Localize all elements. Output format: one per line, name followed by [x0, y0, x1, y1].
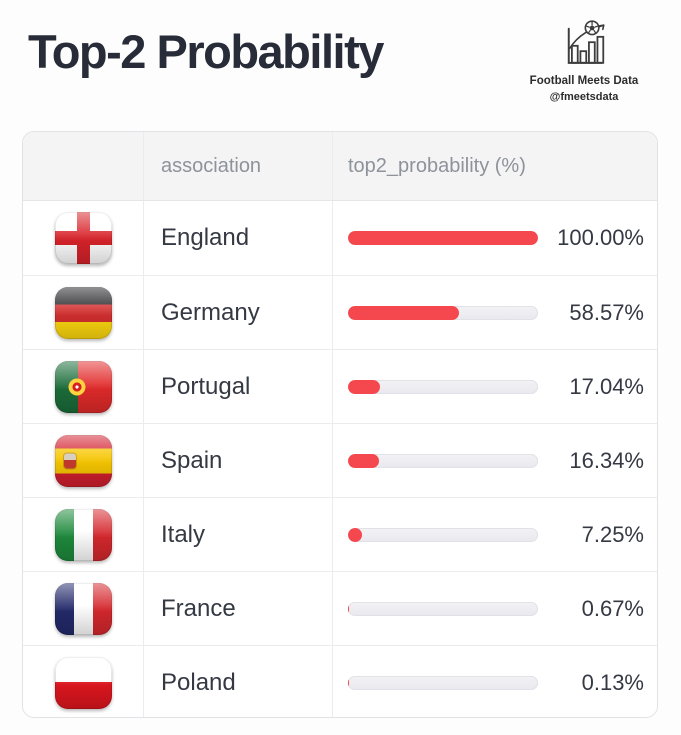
probability-bar-fill: [348, 379, 381, 394]
flag-emblem: [63, 453, 76, 468]
flag-icon: [54, 582, 112, 635]
brand-block: Football Meets Data @fmeetsdata: [498, 18, 670, 104]
probability-value: 58.57%: [569, 299, 644, 325]
probability-value: 0.13%: [581, 669, 644, 695]
association-cell: England: [144, 201, 333, 275]
flag-cell: [23, 201, 144, 275]
association-name: Portugal: [161, 372, 251, 400]
association-cell: Italy: [144, 498, 333, 571]
bar-chart-with-football-icon: [567, 20, 605, 64]
flag-icon: [54, 656, 112, 709]
flag-cell: [23, 350, 144, 423]
flag-icon: [54, 360, 112, 413]
table-row: Italy 7.25%: [23, 497, 657, 571]
flag-cell: [23, 276, 144, 349]
association-name: France: [161, 594, 236, 622]
association-name: Poland: [161, 668, 236, 696]
probability-value: 7.25%: [581, 521, 644, 547]
table-body: England 100.00% Germany 58.57% Portugal: [23, 201, 657, 717]
brand-name: Football Meets Data: [529, 75, 639, 87]
association-cell: France: [144, 572, 333, 645]
column-header-association: association: [144, 132, 333, 200]
flag-icon: [54, 434, 112, 487]
association-name: Spain: [161, 446, 223, 474]
flag-emblem: [68, 378, 86, 395]
flag-icon: [54, 212, 112, 264]
probability-bar: [348, 305, 538, 320]
table-row: Portugal 17.04%: [23, 349, 657, 423]
probability-bar-fill: [348, 527, 362, 542]
probability-bar: [348, 231, 538, 245]
probability-bar: [348, 453, 538, 468]
association-cell: Germany: [144, 276, 333, 349]
probability-cell: 0.13%: [333, 646, 657, 717]
page-title: Top-2 Probability: [28, 25, 384, 78]
flag-cell: [23, 424, 144, 497]
table-row: England 100.00%: [23, 201, 657, 275]
probability-value: 100.00%: [557, 225, 644, 250]
table-header-row: association top2_probability (%): [23, 132, 657, 201]
probability-bar: [348, 601, 538, 616]
table-row: Poland 0.13%: [23, 645, 657, 717]
probability-bar-fill: [348, 305, 460, 320]
probability-value: 16.34%: [569, 447, 644, 473]
table-row: Germany 58.57%: [23, 275, 657, 349]
association-name: Italy: [161, 520, 206, 548]
column-header-top2-probability: top2_probability (%): [348, 154, 526, 177]
table-row: Spain 16.34%: [23, 423, 657, 497]
probability-bar: [348, 527, 538, 542]
flag-icon: [54, 508, 112, 561]
flag-cell: [23, 646, 144, 717]
probability-value: 17.04%: [569, 373, 644, 399]
probability-bar-fill: [348, 231, 538, 245]
association-cell: Spain: [144, 424, 333, 497]
probability-cell: 16.34%: [333, 424, 657, 497]
association-name: England: [161, 224, 250, 251]
association-cell: Poland: [144, 646, 333, 717]
probability-bar-fill: [348, 453, 380, 468]
association-cell: Portugal: [144, 350, 333, 423]
probability-bar-fill: [348, 601, 350, 616]
column-header-flag: [23, 132, 144, 200]
probability-cell: 17.04%: [333, 350, 657, 423]
probability-cell: 7.25%: [333, 498, 657, 571]
table-row: France 0.67%: [23, 571, 657, 645]
probability-bar: [348, 675, 538, 690]
probability-value: 0.67%: [581, 595, 644, 621]
probability-cell: 0.67%: [333, 572, 657, 645]
flag-cell: [23, 572, 144, 645]
probability-bar: [348, 379, 538, 394]
flag-cell: [23, 498, 144, 571]
association-name: Germany: [161, 298, 260, 326]
brand-handle: @fmeetsdata: [549, 90, 619, 103]
probability-table: association top2_probability (%) England…: [22, 131, 658, 718]
probability-cell: 58.57%: [333, 276, 657, 349]
probability-cell: 100.00%: [333, 201, 657, 275]
flag-icon: [54, 286, 112, 339]
